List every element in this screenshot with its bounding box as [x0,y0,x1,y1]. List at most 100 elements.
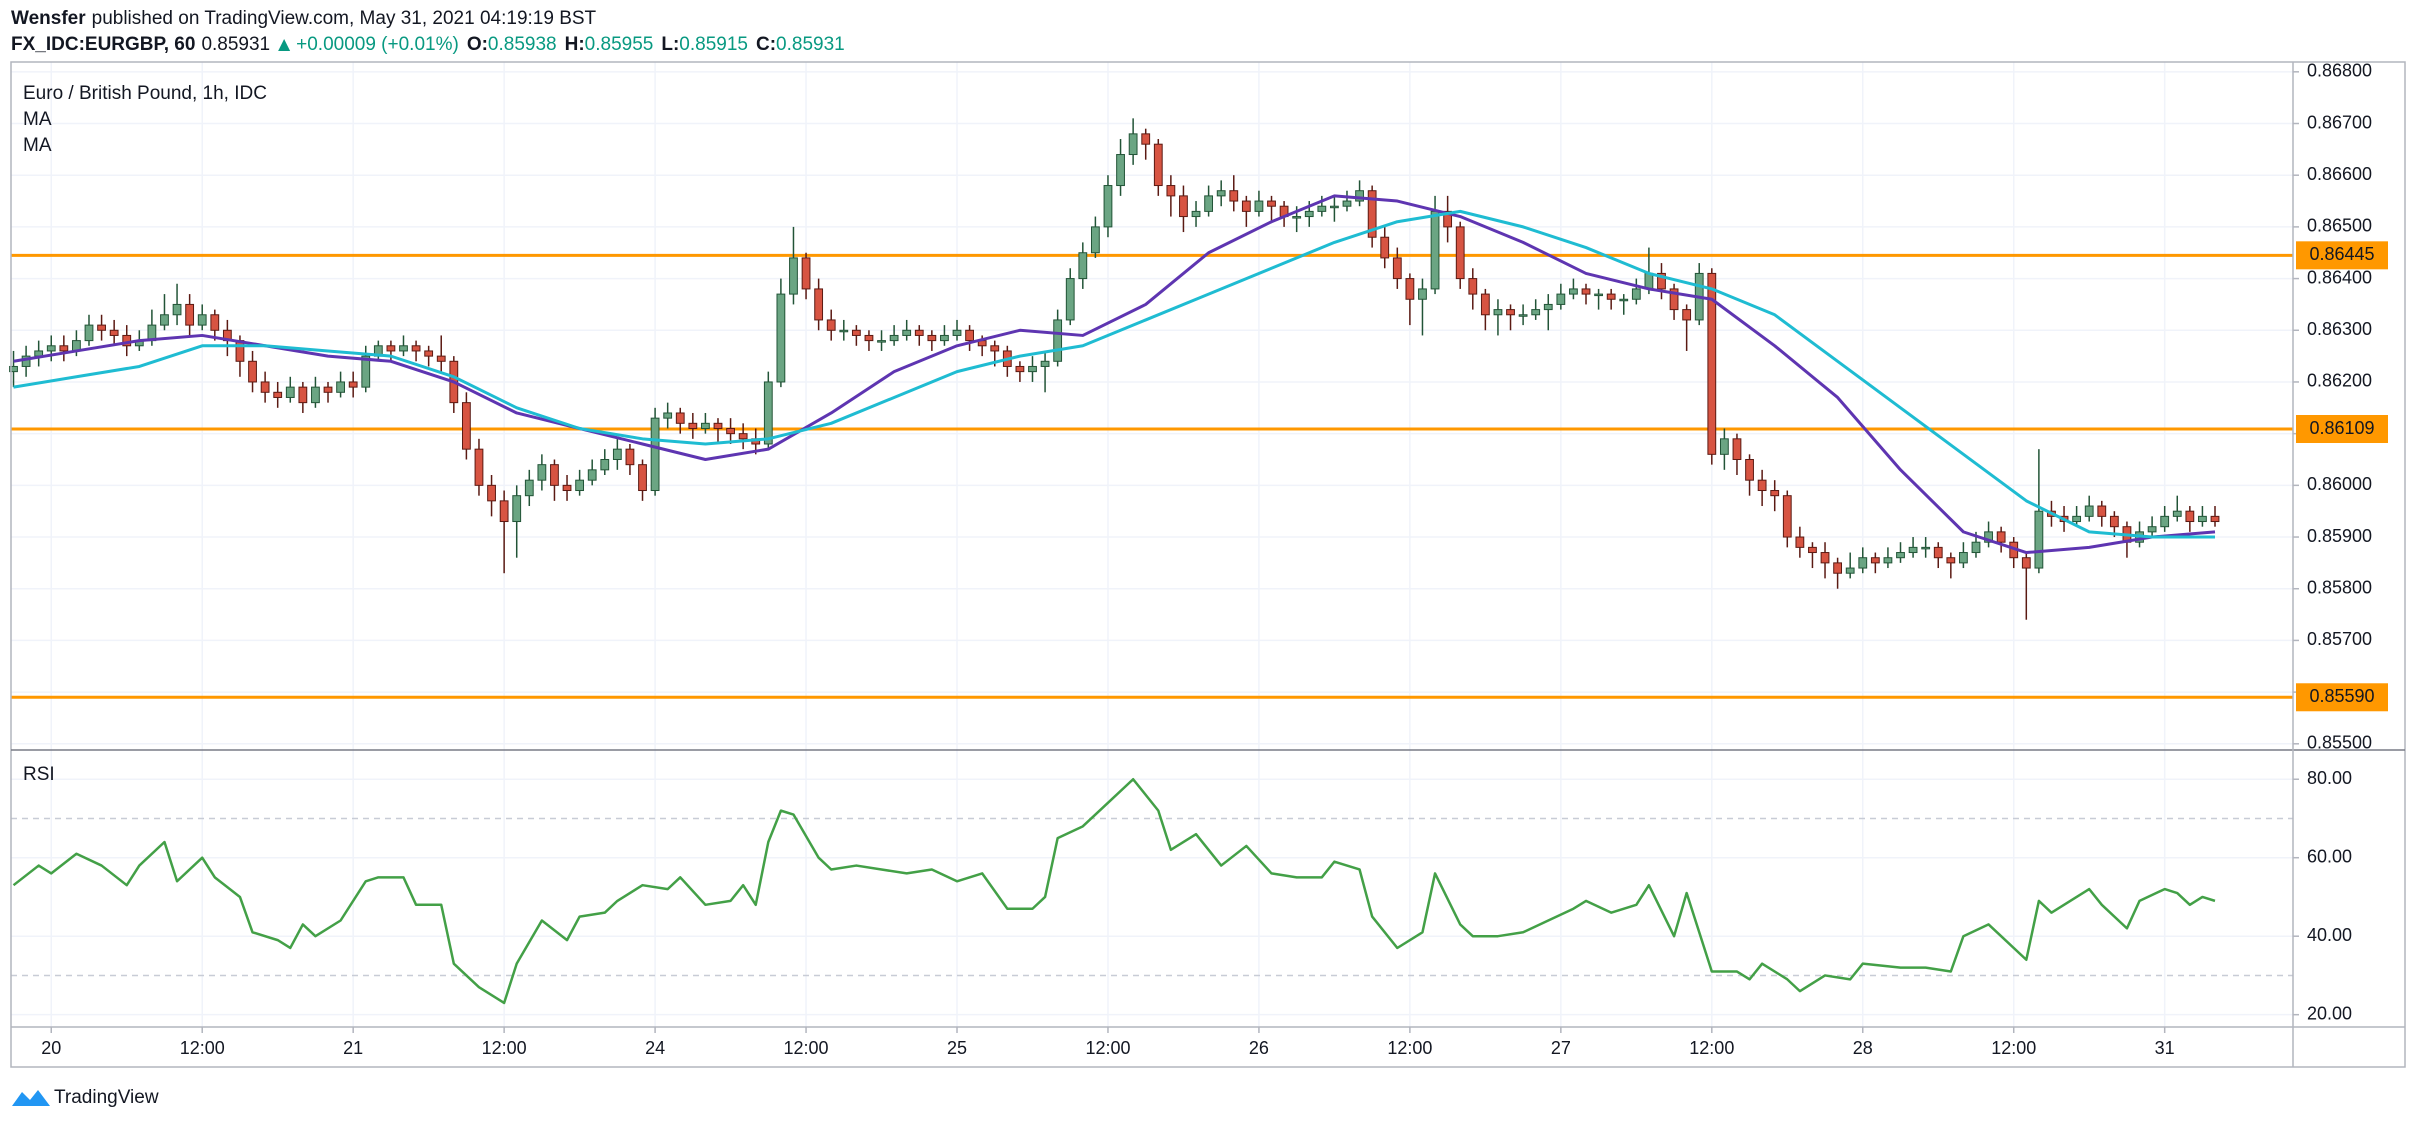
candle-body [952,329,962,336]
pane-title: RSI [23,764,55,785]
candle-body [914,329,924,336]
candle-body [1304,210,1314,218]
candle-body [1631,288,1641,300]
y-tick-label: 0.86600 [2307,164,2372,184]
candle-body [323,386,333,393]
candle-body [1090,226,1100,254]
candle-body [1153,143,1163,187]
candle-body [1669,288,1679,311]
candle-body [197,314,207,326]
candle-body [638,464,647,492]
candle-body [512,495,522,523]
candle-body [386,345,396,352]
candle-body [1392,257,1402,280]
quote-text: 0.85931 [201,34,270,55]
y-tick-label: 0.86800 [2307,61,2372,81]
candle-body [311,386,320,404]
x-tick-label: 12:00 [784,1038,829,1058]
candle-body [1569,288,1578,295]
candle-body [1543,303,1553,311]
candle-body [1883,557,1893,564]
candle-body [109,329,119,336]
candle-body [1040,360,1050,367]
candle-body [789,257,798,295]
chart-border [10,61,2406,1068]
candle-body [1657,272,1666,290]
level-label-box [2296,683,2388,712]
x-tick-label: 12:00 [180,1038,225,1058]
candle-body [1455,226,1465,280]
candle-body [1367,190,1377,238]
candle-body [524,479,534,497]
candle-body [1782,495,1792,538]
candle-body [1166,185,1176,197]
candle-body [1833,562,1843,574]
candle-body [273,391,283,398]
x-tick-label: 31 [2155,1038,2175,1058]
candle-body [1116,154,1125,187]
header: Wensfer published on TradingView.com, May… [11,8,597,29]
candle-body [2109,515,2119,528]
candle-body [1078,252,1088,280]
candle-body [1342,200,1352,207]
candle-body [1870,557,1880,564]
y-tick-label: 0.86000 [2307,474,2372,494]
candle-body [701,422,710,429]
candle-body [1619,298,1629,302]
candle-body [738,433,748,440]
candle-body [2072,515,2082,523]
candle-body [1808,546,1817,554]
candle-body [1518,314,1528,317]
level-label-box [2296,415,2388,444]
candle-body [348,381,358,388]
y-tick-label: 20.00 [2307,1003,2352,1023]
quote-text: 0.85955 [585,34,654,55]
candle-body [990,345,1000,352]
candle-body [1493,309,1503,316]
candle-body [1506,309,1515,316]
x-tick-label: 12:00 [482,1038,527,1058]
candle-body [889,334,899,342]
candle-body [1896,552,1905,559]
candle-body [1921,546,1931,550]
candle-body [1644,272,1654,290]
candle-body [2034,510,2044,569]
candle-body [763,381,773,445]
y-tick-label: 0.86200 [2307,371,2372,391]
publisher: Wensfer [11,8,86,29]
candle-body [2210,515,2220,523]
candle-body [1707,272,1717,455]
candle-body [2185,510,2195,523]
candle-body [285,386,295,398]
candle-body [1179,195,1188,218]
candle-body [46,345,56,352]
candle-body [713,422,723,429]
candle-body [1757,479,1767,492]
candle-body [2021,557,2031,569]
quote-text: O: [467,34,488,55]
candle-body [1380,236,1390,259]
pane-title: Euro / British Pound, 1h, IDC [23,83,267,104]
candle-body [1933,546,1943,559]
candle-body [839,329,849,333]
moving-average-line [13,194,2216,555]
candle-body [298,386,308,404]
y-tick-label: 0.86400 [2307,267,2372,287]
candle-body [210,314,220,331]
x-tick-label: 12:00 [1991,1038,2036,1058]
candle-body [2198,515,2207,523]
candle-body [1267,200,1276,207]
candle-body [562,484,572,492]
candle-body [550,464,559,486]
candle-body [927,334,937,342]
candle-body [587,469,597,481]
candle-body [1745,458,1754,481]
candle-body [575,479,585,492]
candle-body [726,427,735,435]
x-tick-label: 26 [1249,1038,1269,1058]
candle-body [9,365,18,373]
x-tick-label: 27 [1551,1038,1571,1058]
candle-body [814,288,824,321]
candle-body [663,412,673,419]
candle-body [2147,526,2157,533]
